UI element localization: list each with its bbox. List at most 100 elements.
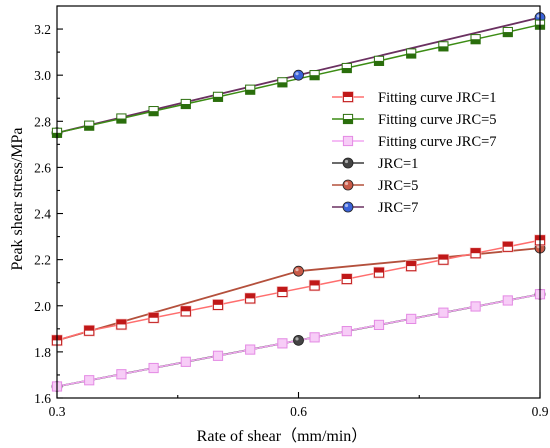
series-2-point-box [406,313,417,325]
series-0-point [212,299,224,311]
series-1-point-fill [245,89,255,95]
series-1-point [373,55,385,66]
series-1-point-fill [116,118,126,124]
series-1-point [212,91,224,102]
legend-label-4: JRC=5 [378,178,418,194]
series-1-point [341,62,352,74]
y-tick-label: 3.0 [34,68,51,83]
legend-marker-0-fill [343,92,353,97]
series-0-point [115,318,128,331]
legend-marker-3-dot [342,157,354,169]
series-line-0 [56,239,541,342]
legend-label-3: JRC=1 [378,156,418,172]
legend-marker-4-dot [342,179,354,191]
series-2-point-box [245,344,256,355]
y-tick-label: 2.6 [34,160,51,175]
series-1-point-fill [310,75,320,80]
series-0-point-fill [310,280,320,286]
series-1-point [406,48,417,59]
series-1-point-fill [149,111,159,116]
legend-marker-3-highlight [344,159,349,164]
series-0-point [147,311,160,324]
series-3-point-highlight [295,337,299,341]
series-2-point [180,356,191,367]
legend-label-2: Fitting curve JRC=7 [378,134,497,150]
y-tick-label: 2.8 [34,114,51,129]
series-2-point-box [438,307,449,318]
legend-marker-5-highlight [344,203,349,208]
series-0-point [276,286,289,298]
series-0-point [502,240,514,253]
legend-marker-4-highlight [344,181,349,186]
series-0-point [180,305,192,318]
plot-area [51,12,546,392]
y-tick-label: 3.2 [34,22,51,37]
series-1-point-fill [213,96,223,102]
series-2-point-box [212,350,224,361]
series-2-point [212,350,224,361]
legend-marker-1-fill [343,119,353,124]
series-2-point [277,338,288,349]
series-1-point [277,77,288,88]
legend-marker-0 [342,91,354,103]
series-0-point-fill [438,255,448,260]
series-2-point-box [470,301,481,312]
legend: Fitting curve JRC=1 Fitting curve JRC=5 Fi… [332,90,497,216]
series-2-point [341,326,352,337]
series-2-point-box [309,332,320,343]
x-tick-label: 0.9 [532,404,549,419]
series-2-point-box [180,356,191,367]
series-0-point-fill [245,293,255,299]
series-2-point-box [502,295,513,306]
legend-marker-1 [342,113,354,125]
series-0-point-fill [277,287,287,292]
series-5-point [293,69,304,81]
series-0-point-fill [149,313,159,318]
series-4-point [293,265,304,277]
series-line-4 [56,247,541,342]
series-2-point [438,307,449,318]
y-tick-label: 1.8 [34,345,51,360]
series-4-point-dot [293,265,304,277]
series-2-point-box [341,326,352,337]
series-2-point [148,362,159,374]
series-1-point [180,98,191,110]
series-0-point-fill [84,326,94,331]
series-2-point [84,375,95,386]
series-0-point-fill [503,242,513,247]
legend-marker-5-dot [342,201,354,213]
series-0-point [373,266,385,279]
legend-marker-3 [342,157,354,169]
series-0-point-fill [342,274,352,280]
series-2-point-box [116,369,127,380]
series-1-point-fill [181,104,191,109]
series-2-point-box [148,362,159,374]
axes: 0.3 0.6 0.9 1.6 1.8 2.0 2.2 2.4 2.6 2.8 3.0 3.2 [34,5,549,419]
series-0-point [83,324,95,337]
series-0-point-fill [406,261,416,267]
legend-marker-2-box [342,135,354,147]
legend-label-1: Fitting curve JRC=5 [378,112,497,128]
series-1-point [116,113,127,124]
series-2-point [245,344,256,355]
series-3-point-dot [293,334,304,346]
y-tick-label: 2.2 [34,253,51,268]
x-tick-label: 0.6 [290,404,307,419]
series-1-point-fill [406,53,416,59]
series-1-point-fill [84,125,94,131]
series-0-point-fill [181,306,191,312]
series-0-point [437,253,450,266]
series-0-point-fill [471,248,481,254]
series-3-point [293,334,304,346]
series-1-point-fill [342,68,352,73]
series-1-point [245,84,256,95]
legend-label-0: Fitting curve JRC=1 [378,90,497,106]
series-1-point [470,34,481,45]
y-tick-label: 2.0 [34,299,51,314]
y-axis-title: Peak shear stress/MPa [9,127,26,270]
series-1-point-fill [277,82,287,87]
x-tick-label: 0.3 [49,404,66,419]
series-1-point [309,70,320,81]
legend-marker-5 [342,201,354,213]
